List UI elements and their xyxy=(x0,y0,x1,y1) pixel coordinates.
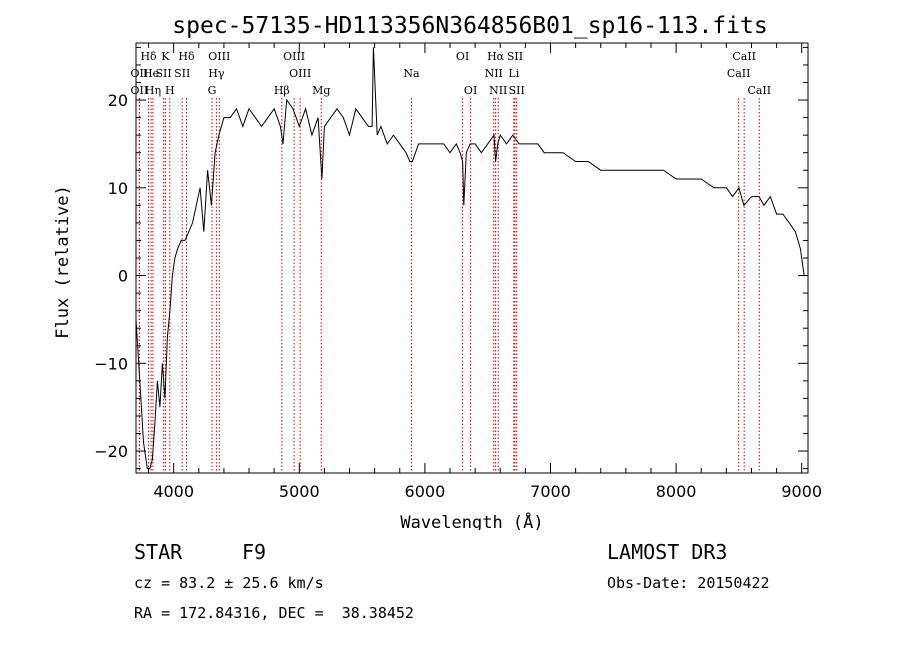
x-axis-ticks: 4000 5000 6000 7000 8000 9000 xyxy=(148,43,822,501)
spectral-line-label: OIII xyxy=(283,50,305,63)
spectral-line-label: CaII xyxy=(732,50,756,63)
spectral-line-label: OI xyxy=(456,50,469,63)
x-tick-label: 4000 xyxy=(153,482,194,501)
spectral-line-label: Mg xyxy=(312,84,330,97)
spectral-line-label: NII xyxy=(485,67,503,80)
y-tick-label: 10 xyxy=(108,179,128,198)
y-tick-label: 0 xyxy=(118,267,128,286)
spectral-line-label: NII xyxy=(489,84,507,97)
observation-date: Obs-Date: 20150422 xyxy=(607,574,770,592)
spectral-line-label: He xyxy=(143,67,159,80)
y-axis-ticks: −20 −10 0 10 20 xyxy=(94,46,808,470)
spectrum-line xyxy=(135,47,805,470)
spectral-line-label: H xyxy=(165,84,175,97)
spectral-line-label: Hδ xyxy=(140,50,157,63)
x-tick-label: 8000 xyxy=(656,482,697,501)
spectral-line-label: CaII xyxy=(747,84,771,97)
spectral-line-label: Li xyxy=(508,67,519,80)
x-tick-label: 6000 xyxy=(405,482,446,501)
spectral-line-label: OIII xyxy=(208,50,230,63)
x-axis-label: Wavelength (Å) xyxy=(400,511,543,530)
spectral-line-label: G xyxy=(208,84,217,97)
x-tick-label: 5000 xyxy=(279,482,320,501)
spectral-line-label: Hη xyxy=(145,84,161,97)
x-tick-label: 7000 xyxy=(530,482,571,501)
spectral-line-label: CaII xyxy=(727,67,751,80)
spectral-line-label: OI xyxy=(464,84,477,97)
spectral-line-label: K xyxy=(161,50,170,63)
y-axis-label: Flux (relative) xyxy=(53,185,73,339)
spectral-line-label: SII xyxy=(174,67,190,80)
object-class: STAR xyxy=(134,540,183,564)
spectral-line-label: OII xyxy=(131,67,149,80)
coordinates: RA = 172.84316, DEC = 38.38452 xyxy=(134,604,414,622)
spectral-line-label: Hδ xyxy=(178,50,195,63)
y-tick-label: −20 xyxy=(94,442,128,461)
spectral-line-label: Hβ xyxy=(274,84,290,97)
y-tick-label: −10 xyxy=(94,354,128,373)
redshift-velocity: cz = 83.2 ± 25.6 km/s xyxy=(134,574,324,592)
spectral-line-label: Hγ xyxy=(208,67,225,80)
chart-title: spec-57135-HD113356N364856B01_sp16-113.f… xyxy=(172,13,767,39)
spectral-line-label: SII xyxy=(507,50,523,63)
spectral-line-markers xyxy=(138,98,760,473)
spectral-line-label: SII xyxy=(156,67,172,80)
spectral-line-label: SII xyxy=(509,84,525,97)
y-tick-label: 20 xyxy=(108,91,128,110)
plot-frame xyxy=(135,42,809,474)
spectral-line-label: OIII xyxy=(289,67,311,80)
spectrum-chart: spec-57135-HD113356N364856B01_sp16-113.f… xyxy=(53,13,822,530)
spectral-line-label: Hα xyxy=(487,50,505,63)
object-subclass: F9 xyxy=(242,540,267,564)
survey-name: LAMOST DR3 xyxy=(607,540,728,564)
x-tick-label: 9000 xyxy=(781,482,822,501)
spectral-line-label: OII xyxy=(131,84,149,97)
spectral-line-label: Na xyxy=(403,67,420,80)
